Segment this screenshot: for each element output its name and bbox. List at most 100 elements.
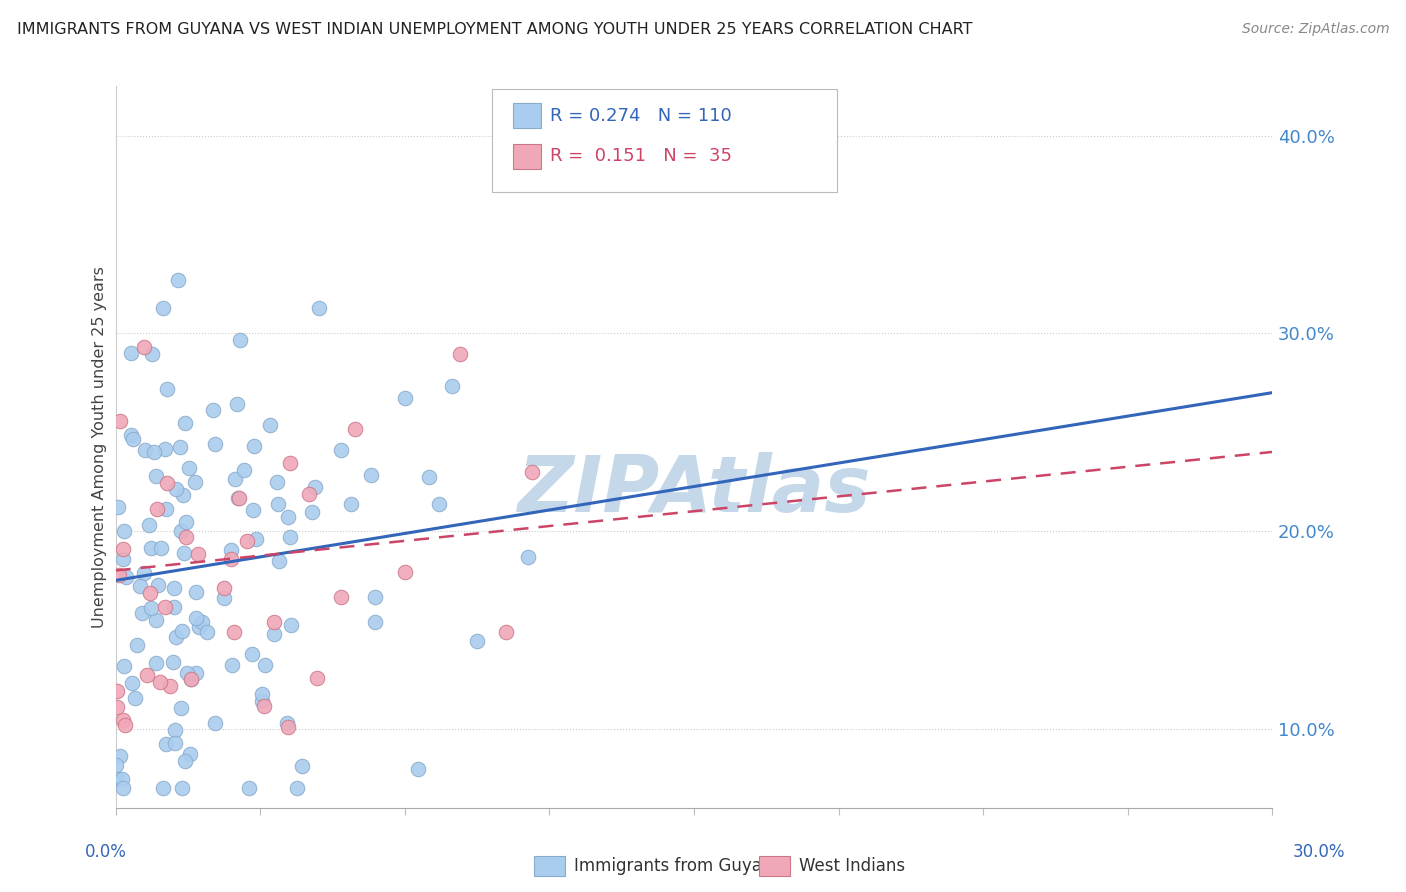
- Point: [155, 502, 177, 516]
- Point: [277, 510, 299, 524]
- Point: [187, 547, 209, 561]
- Point: [149, 675, 172, 690]
- Point: [139, 586, 162, 600]
- Point: [169, 524, 191, 539]
- Point: [254, 657, 277, 672]
- Point: [145, 613, 167, 627]
- Point: [267, 554, 290, 568]
- Point: [253, 699, 276, 714]
- Point: [173, 755, 195, 769]
- Point: [120, 428, 142, 442]
- Point: [163, 723, 186, 738]
- Point: [243, 439, 266, 453]
- Point: [110, 772, 132, 787]
- Point: [245, 532, 267, 546]
- Text: 30.0%: 30.0%: [1292, 843, 1346, 861]
- Point: [152, 780, 174, 795]
- Point: [301, 505, 323, 519]
- Point: [139, 600, 162, 615]
- Point: [153, 442, 176, 456]
- Point: [242, 503, 264, 517]
- Point: [250, 694, 273, 708]
- Point: [152, 301, 174, 315]
- Point: [165, 630, 187, 644]
- Point: [418, 469, 440, 483]
- Point: [188, 620, 211, 634]
- Point: [266, 475, 288, 490]
- Point: [329, 590, 352, 604]
- Point: [156, 475, 179, 490]
- Point: [111, 541, 134, 556]
- Point: [263, 615, 285, 629]
- Point: [221, 543, 243, 558]
- Point: [228, 491, 250, 505]
- Point: [290, 759, 312, 773]
- Point: [163, 736, 186, 750]
- Point: [145, 469, 167, 483]
- Point: [184, 475, 207, 489]
- Point: [278, 456, 301, 470]
- Point: [214, 591, 236, 605]
- Point: [184, 666, 207, 681]
- Point: [105, 758, 128, 772]
- Point: [228, 491, 250, 506]
- Point: [153, 599, 176, 614]
- Text: R =  0.151   N =  35: R = 0.151 N = 35: [550, 147, 731, 165]
- Point: [344, 422, 367, 436]
- Point: [112, 524, 135, 538]
- Point: [112, 780, 135, 795]
- Point: [201, 402, 224, 417]
- Point: [162, 581, 184, 595]
- Point: [259, 417, 281, 432]
- Point: [145, 657, 167, 671]
- Point: [221, 658, 243, 673]
- Point: [516, 550, 538, 565]
- Point: [219, 552, 242, 566]
- Point: [190, 615, 212, 629]
- Point: [167, 273, 190, 287]
- Point: [170, 780, 193, 795]
- Point: [197, 625, 219, 640]
- Point: [364, 590, 387, 604]
- Point: [136, 667, 159, 681]
- Point: [121, 675, 143, 690]
- Point: [132, 340, 155, 354]
- Point: [114, 718, 136, 732]
- Point: [112, 658, 135, 673]
- Point: [340, 496, 363, 510]
- Point: [115, 570, 138, 584]
- Point: [305, 672, 328, 686]
- Point: [176, 666, 198, 681]
- Point: [177, 461, 200, 475]
- Point: [304, 480, 326, 494]
- Point: [406, 763, 429, 777]
- Point: [146, 578, 169, 592]
- Point: [105, 700, 128, 714]
- Y-axis label: Unemployment Among Youth under 25 years: Unemployment Among Youth under 25 years: [93, 266, 107, 628]
- Point: [236, 533, 259, 548]
- Point: [165, 482, 187, 496]
- Point: [129, 579, 152, 593]
- Point: [131, 606, 153, 620]
- Point: [224, 625, 246, 640]
- Text: Immigrants from Guyana: Immigrants from Guyana: [574, 857, 782, 875]
- Point: [298, 487, 321, 501]
- Point: [162, 656, 184, 670]
- Point: [173, 545, 195, 559]
- Point: [155, 737, 177, 751]
- Point: [278, 530, 301, 544]
- Point: [394, 391, 416, 405]
- Point: [112, 714, 135, 728]
- Text: 0.0%: 0.0%: [84, 843, 127, 861]
- Point: [285, 780, 308, 795]
- Point: [276, 715, 298, 730]
- Point: [104, 771, 127, 785]
- Point: [172, 624, 194, 638]
- Point: [277, 720, 299, 734]
- Point: [184, 585, 207, 599]
- Text: Source: ZipAtlas.com: Source: ZipAtlas.com: [1241, 22, 1389, 37]
- Point: [495, 624, 517, 639]
- Text: IMMIGRANTS FROM GUYANA VS WEST INDIAN UNEMPLOYMENT AMONG YOUTH UNDER 25 YEARS CO: IMMIGRANTS FROM GUYANA VS WEST INDIAN UN…: [17, 22, 973, 37]
- Point: [427, 497, 450, 511]
- Point: [108, 748, 131, 763]
